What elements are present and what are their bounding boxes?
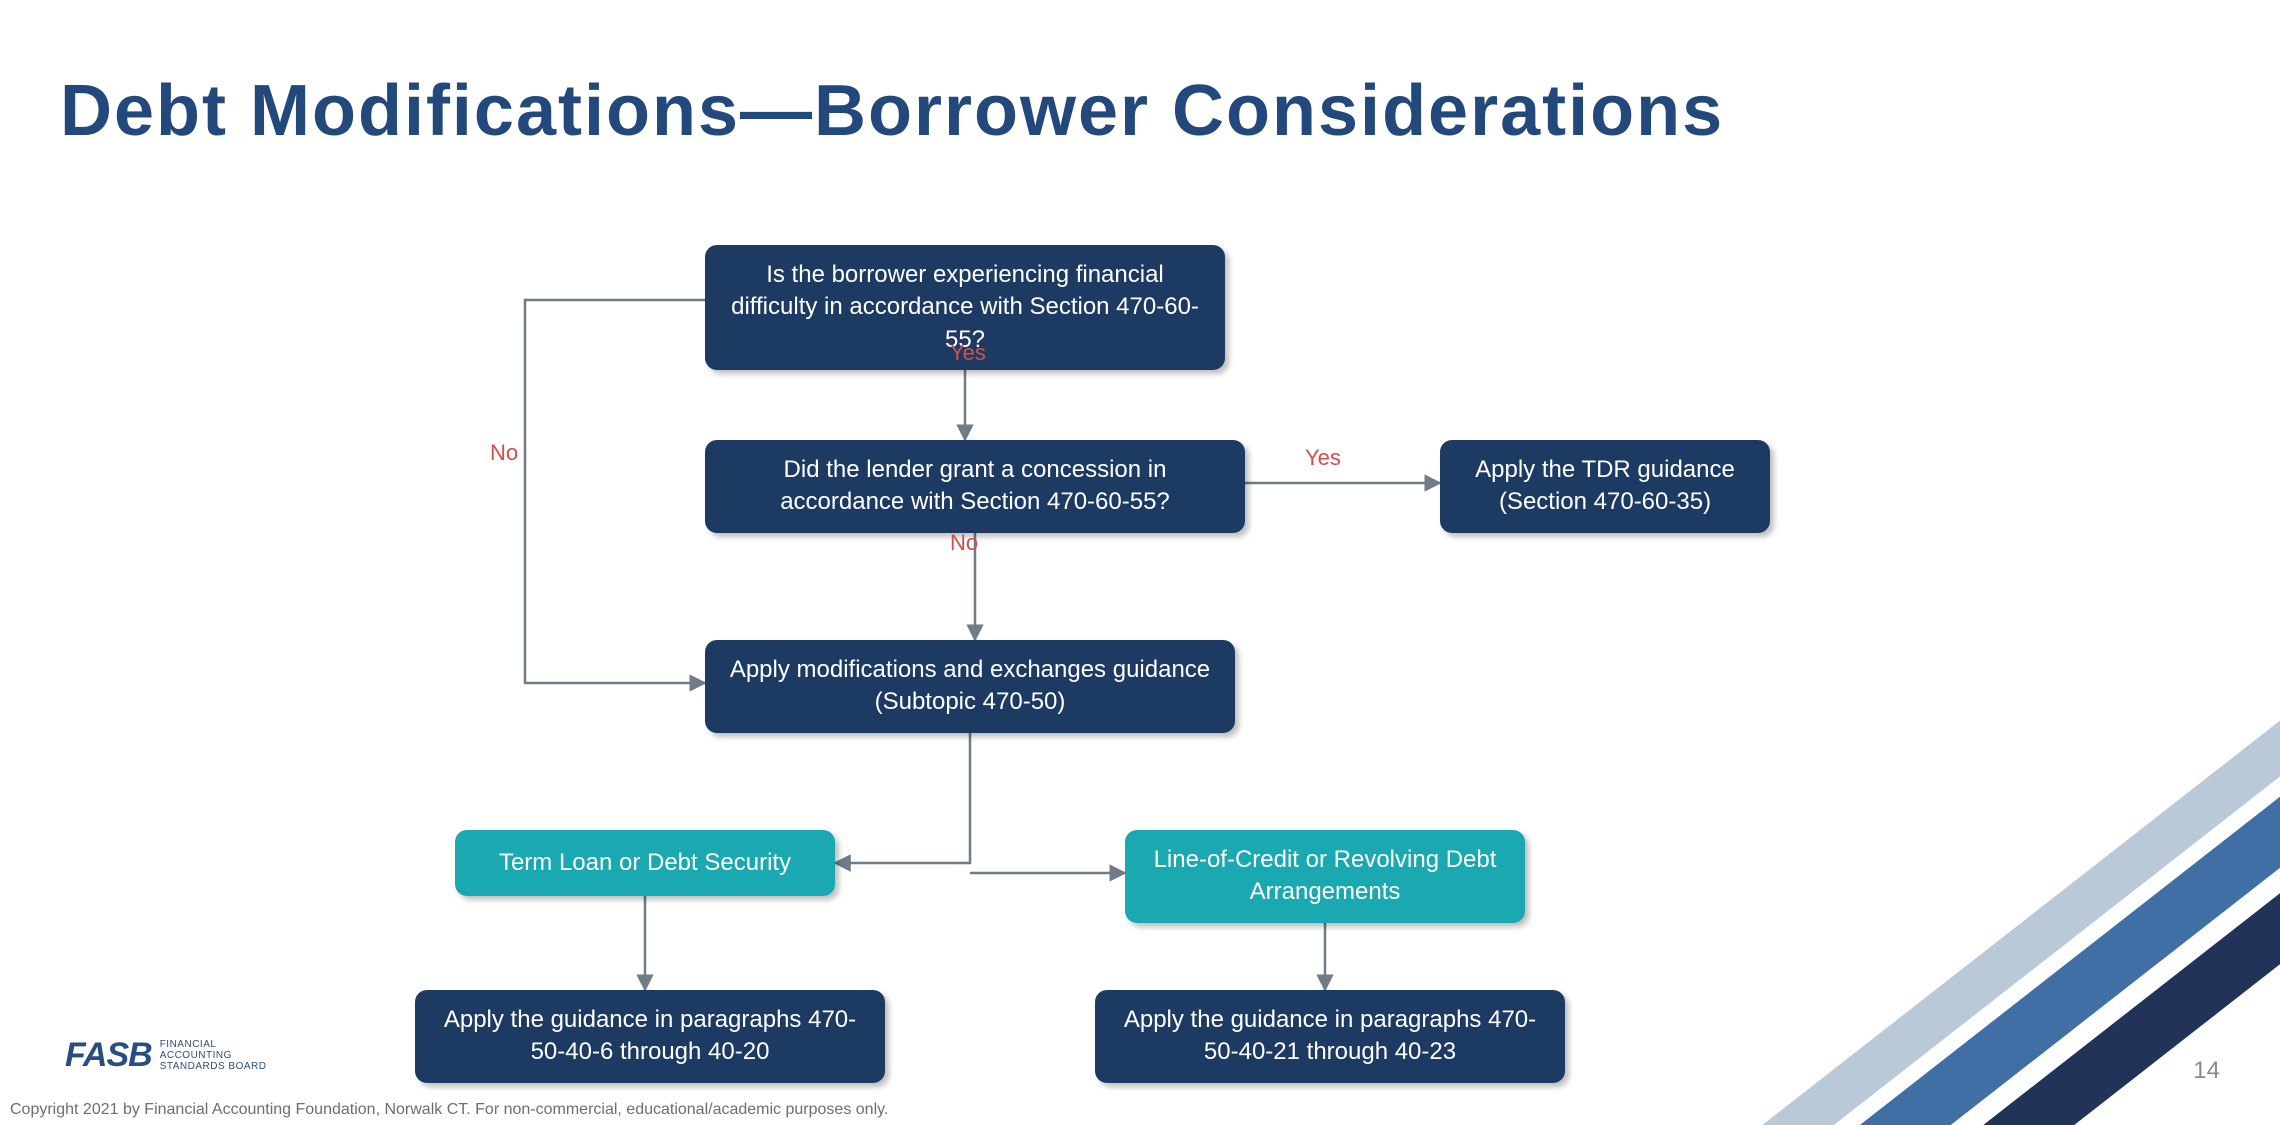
flowchart-node: Apply the guidance in paragraphs 470-50-… xyxy=(1095,990,1565,1083)
edge-label: Yes xyxy=(1305,445,1341,471)
logo-subtitle: FINANCIAL ACCOUNTING STANDARDS BOARD xyxy=(160,1039,267,1072)
corner-stripes-decoration xyxy=(1660,645,2280,1125)
edge-label: No xyxy=(950,530,978,556)
page-title: Debt Modifications—Borrower Consideratio… xyxy=(60,70,1724,152)
flowchart-node: Apply the TDR guidance (Section 470-60-3… xyxy=(1440,440,1770,533)
logo-mark: FASB xyxy=(65,1036,152,1075)
edge-label: No xyxy=(490,440,518,466)
flowchart-node: Apply modifications and exchanges guidan… xyxy=(705,640,1235,733)
flowchart-node: Apply the guidance in paragraphs 470-50-… xyxy=(415,990,885,1083)
fasb-logo: FASB FINANCIAL ACCOUNTING STANDARDS BOAR… xyxy=(65,1036,266,1075)
copyright-text: Copyright 2021 by Financial Accounting F… xyxy=(10,1101,888,1119)
flowchart-connectors xyxy=(0,0,2280,1125)
page-number: 14 xyxy=(2193,1057,2220,1085)
flowchart-node: Line-of-Credit or Revolving Debt Arrange… xyxy=(1125,830,1525,923)
edge-label: Yes xyxy=(950,340,986,366)
flowchart-node: Term Loan or Debt Security xyxy=(455,830,835,896)
flowchart-node: Did the lender grant a concession in acc… xyxy=(705,440,1245,533)
slide: Debt Modifications—Borrower Consideratio… xyxy=(0,0,2280,1125)
